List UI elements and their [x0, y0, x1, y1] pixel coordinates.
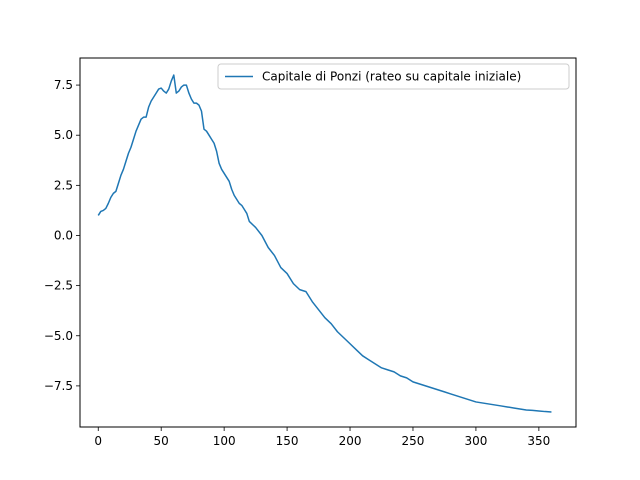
x-tick-label: 100	[213, 434, 236, 448]
x-tick-label: 350	[527, 434, 550, 448]
y-axis: −7.5 −5.0 −2.5 0.0 2.5 5.0 7.5	[44, 78, 80, 393]
legend-label: Capitale di Ponzi (rateo su capitale ini…	[262, 70, 521, 84]
x-tick-label: 0	[94, 434, 102, 448]
x-tick-label: 50	[154, 434, 169, 448]
axes-frame	[79, 57, 577, 428]
y-tick-label: −7.5	[44, 379, 73, 393]
y-tick-label: 2.5	[54, 178, 73, 192]
legend-box	[217, 63, 570, 90]
y-tick-label: 5.0	[54, 128, 73, 142]
y-tick-label: −5.0	[44, 329, 73, 343]
y-tick-label: 0.0	[54, 228, 73, 242]
x-tick-label: 200	[339, 434, 362, 448]
x-tick-label: 300	[464, 434, 487, 448]
legend: Capitale di Ponzi (rateo su capitale ini…	[217, 63, 570, 90]
x-tick-label: 150	[276, 434, 299, 448]
y-tick-label: 7.5	[54, 78, 73, 92]
y-tick-label: −2.5	[44, 279, 73, 293]
x-axis: 0 50 100 150 200 250 300 350	[94, 427, 550, 448]
plot-area	[97, 74, 552, 413]
series-line-0	[97, 74, 552, 413]
x-tick-label: 250	[402, 434, 425, 448]
